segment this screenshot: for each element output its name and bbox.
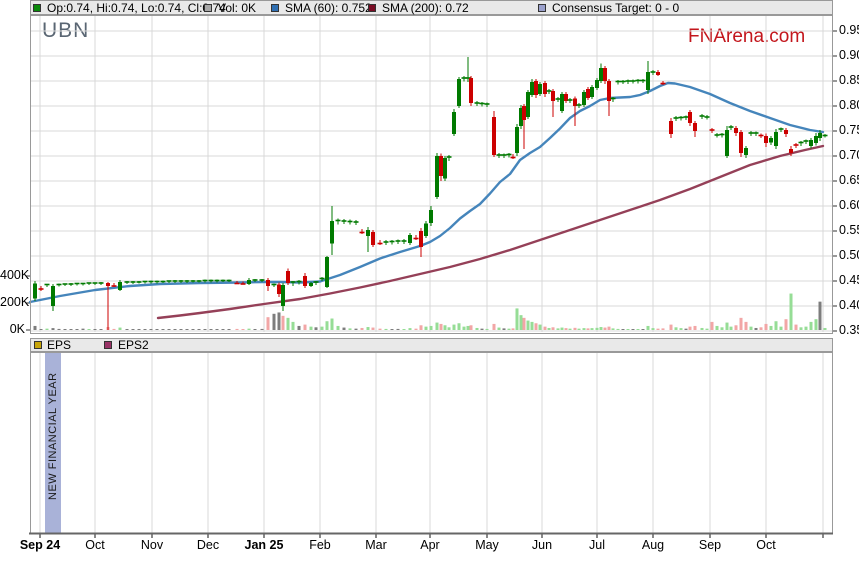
x-axis-label: Jul [589, 538, 605, 552]
sma60-swatch-icon [271, 4, 279, 12]
ohlc-swatch-icon [33, 4, 41, 12]
sma60-legend-label: SMA (60): 0.752 [285, 1, 372, 15]
x-axis-label: May [475, 538, 499, 552]
price-axis-label: 0.85 [839, 73, 859, 87]
ohlc-legend-label: Op:0.74, Hi:0.74, Lo:0.74, Cl:0.74 [47, 1, 226, 15]
price-axis-label: 0.50 [839, 248, 859, 262]
x-axis-label: Jan 25 [244, 538, 284, 552]
x-axis-label: Feb [309, 538, 331, 552]
price-axis-label: 0.75 [839, 123, 859, 137]
price-axis-label: 0.60 [839, 198, 859, 212]
consensus-swatch-icon [538, 4, 546, 12]
eps-swatch-icon [34, 341, 42, 349]
price-axis-label: 0.80 [839, 98, 859, 112]
sma200-legend-label: SMA (200): 0.72 [382, 1, 469, 15]
x-axis-label: Dec [196, 538, 220, 552]
volume-axis-label: 0K [9, 322, 25, 336]
x-axis-label: Oct [756, 538, 776, 552]
volume-swatch-icon [204, 4, 212, 12]
x-axis-label: Sep 24 [19, 538, 61, 552]
eps2-legend-label: EPS2 [118, 338, 149, 352]
volume-legend-label: Vol: 0K [218, 1, 257, 15]
x-axis-label: Sep [698, 538, 722, 552]
x-axis-label: Aug [641, 538, 665, 552]
ticker-symbol: UBN [42, 19, 90, 42]
volume-axis-label: 400K [0, 268, 30, 282]
fnarena-watermark: FNArena.com [688, 26, 806, 47]
x-axis-label: Nov [140, 538, 164, 552]
price-legend-bar: Op:0.74, Hi:0.74, Lo:0.74, Cl:0.74 Vol: … [30, 0, 833, 15]
x-axis-label: Mar [365, 538, 387, 552]
price-axis-label: 0.90 [839, 48, 859, 62]
consensus-legend-label: Consensus Target: 0 - 0 [552, 1, 680, 15]
x-axis-label: Apr [420, 538, 440, 552]
eps-legend-bar: EPS EPS2 [30, 338, 833, 352]
volume-axis-label: 200K [0, 295, 30, 309]
price-axis-label: 0.35 [839, 323, 859, 337]
x-axis-label: Jun [531, 538, 553, 552]
price-axis-label: 0.45 [839, 273, 859, 287]
eps-legend-label: EPS [47, 338, 72, 352]
price-axis-label: 0.95 [839, 23, 859, 37]
price-axis-label: 0.65 [839, 173, 859, 187]
price-axis-label: 0.55 [839, 223, 859, 237]
sma200-swatch-icon [368, 4, 376, 12]
x-axis-label: Oct [85, 538, 105, 552]
eps2-swatch-icon [104, 341, 112, 349]
price-axis-label: 0.40 [839, 298, 859, 312]
price-axis-label: 0.70 [839, 148, 859, 162]
new-financial-year-label: NEW FINANCIAL YEAR [47, 372, 59, 500]
